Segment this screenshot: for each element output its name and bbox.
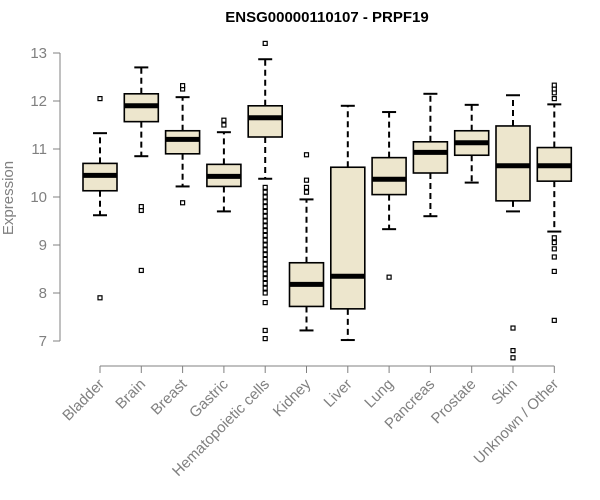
outlier-point (510, 355, 516, 361)
box-brain (123, 66, 160, 274)
outlier-point (262, 232, 268, 238)
outlier-point (262, 327, 268, 334)
box-rect (412, 141, 449, 174)
outlier-point (180, 83, 186, 89)
x-tick-label: Skin (488, 376, 521, 409)
box-skin (495, 94, 531, 361)
outlier-point (262, 213, 268, 219)
outlier-point (303, 152, 310, 158)
y-tick-label: 12 (30, 93, 47, 110)
outlier-point (262, 199, 268, 205)
box-gastric (206, 117, 242, 213)
outlier-point (262, 256, 268, 262)
outlier-point (262, 266, 268, 272)
outlier-point (510, 325, 516, 331)
box-rect (247, 105, 283, 138)
outlier-point (262, 184, 268, 190)
box-lung (371, 111, 407, 280)
outlier-point (262, 280, 268, 286)
outlier-point (551, 268, 557, 274)
box-rect (329, 166, 366, 310)
outlier-point (97, 95, 103, 102)
outlier-point (551, 235, 557, 241)
outlier-point (262, 228, 268, 234)
outlier-point (262, 237, 268, 243)
x-tick-label: Bladder (59, 376, 108, 425)
outlier-point (262, 208, 268, 214)
y-tick-label: 7 (39, 333, 47, 350)
box-pancreas (412, 92, 449, 218)
outlier-point (551, 317, 557, 323)
outlier-point (262, 290, 268, 296)
outlier-point (262, 40, 268, 47)
outlier-point (262, 247, 268, 253)
outlier-point (262, 261, 268, 267)
outlier-point (551, 95, 557, 102)
outlier-point (262, 223, 268, 229)
box-liver (329, 104, 366, 342)
x-tick-label: Breast (148, 375, 191, 418)
box-breast (164, 83, 201, 206)
outlier-point (551, 254, 557, 260)
x-tick-label: Brain (112, 376, 149, 413)
outlier-point (138, 204, 144, 210)
y-tick-label: 9 (39, 237, 47, 254)
x-tick-label: Lung (361, 376, 397, 412)
x-tick-label: Liver (321, 376, 356, 411)
y-tick-label: 11 (31, 141, 47, 158)
outlier-point (262, 242, 268, 248)
outlier-point (386, 274, 392, 280)
x-tick-label: Prostate (428, 376, 480, 428)
box-prostate (453, 103, 490, 184)
outlier-point (262, 252, 268, 258)
y-tick-label: 13 (30, 45, 47, 62)
x-tick-label: Kidney (270, 375, 315, 420)
y-tick-label: 8 (39, 285, 47, 302)
outlier-point (303, 184, 310, 190)
boxes-group (82, 40, 573, 361)
outlier-point (180, 200, 186, 206)
outlier-point (138, 267, 144, 274)
outlier-point (262, 218, 268, 224)
outlier-point (551, 82, 557, 88)
y-axis-label: Expression (0, 161, 17, 235)
outlier-point (262, 204, 268, 210)
box-rect (164, 129, 201, 155)
outlier-point (262, 336, 268, 342)
outlier-point (97, 295, 103, 301)
outlier-point (510, 348, 516, 354)
outlier-point (262, 271, 268, 277)
y-tick-label: 10 (30, 189, 47, 206)
outlier-point (262, 276, 268, 282)
box-bladder (82, 95, 118, 301)
chart-title: ENSG00000110107 - PRPF19 (225, 9, 428, 26)
outlier-point (303, 189, 310, 195)
box-hematopoietic-cells (247, 40, 283, 342)
outlier-point (262, 285, 268, 291)
outlier-point (551, 240, 557, 246)
outlier-point (303, 177, 310, 183)
box-kidney (288, 152, 325, 332)
outlier-point (262, 189, 268, 195)
outlier-point (262, 300, 268, 306)
y-axis: 7 8 9 10 11 12 13 (30, 45, 61, 350)
box-rect (371, 156, 407, 196)
outlier-point (221, 122, 227, 128)
outlier-point (221, 117, 227, 123)
box-unknown-other (536, 82, 573, 323)
outlier-point (551, 246, 557, 252)
outlier-point (262, 194, 268, 200)
